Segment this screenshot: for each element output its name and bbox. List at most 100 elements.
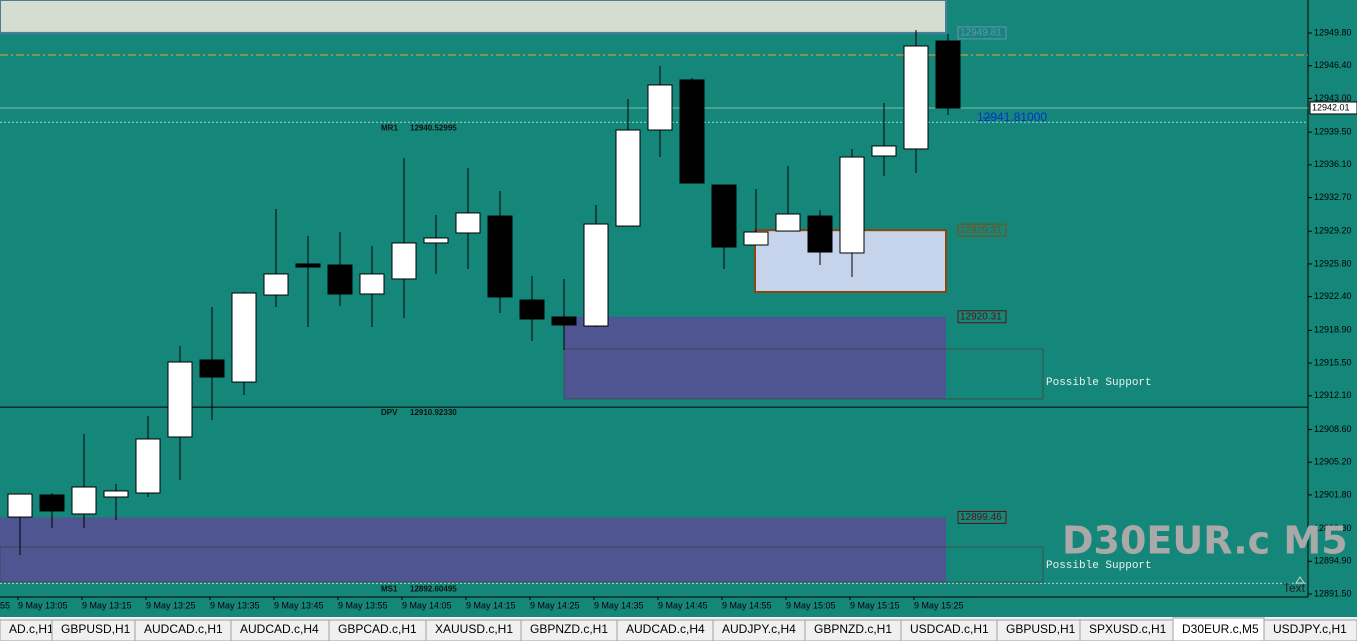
tab-label[interactable]: GBPUSD,H1	[61, 622, 131, 636]
support-box	[0, 546, 1044, 583]
candle-body	[391, 242, 417, 280]
zone-label: 12920.31	[960, 311, 1002, 322]
y-tick-label: 12925.80	[1314, 258, 1352, 268]
tab-label[interactable]: AUDCAD.c,H1	[144, 622, 223, 636]
pivot-name: MR1	[381, 123, 398, 132]
candle-body	[743, 231, 769, 246]
candle-body	[103, 490, 129, 498]
candle-body	[167, 361, 193, 438]
background	[0, 0, 1357, 617]
candle-body	[39, 494, 65, 512]
bid-label-box	[1309, 101, 1357, 115]
x-tick-label: 9 May 13:15	[82, 600, 132, 610]
y-tick-label: 12943.00	[1314, 93, 1352, 103]
tab-label[interactable]: GBPUSD,H1	[1006, 622, 1076, 636]
support-label: Possible Support	[1046, 560, 1152, 572]
x-tick-label: 9 May 13:35	[210, 600, 260, 610]
x-tick-label: 9 May 13:45	[274, 600, 324, 610]
zone-label-box	[957, 510, 1007, 524]
zone	[0, 517, 946, 582]
zone-label: 12929.31	[960, 225, 1002, 236]
candle-body	[71, 486, 97, 515]
candle-body	[359, 273, 385, 295]
x-tick-label: 9 May 15:05	[786, 600, 836, 610]
pivot-value: 12892.60495	[410, 584, 457, 593]
candle-body	[199, 359, 225, 378]
x-tick-label: 9 May 14:15	[466, 600, 516, 610]
y-tick-label: 12894.90	[1314, 556, 1352, 566]
candle-body	[711, 184, 737, 248]
zone-label-box	[957, 223, 1007, 237]
x-tick-label: 9 May 14:25	[530, 600, 580, 610]
x-tick-label: 9 May 15:25	[914, 600, 964, 610]
zone-label: 12949.81	[960, 28, 1002, 39]
candle-body	[871, 145, 897, 157]
y-tick-label: 12891.50	[1314, 588, 1352, 598]
object-anchor	[1295, 576, 1305, 584]
pivot-name: MS1	[381, 584, 398, 593]
y-tick-label: 12946.40	[1314, 60, 1352, 70]
x-tick-label: 9 May 14:45	[658, 600, 708, 610]
x-tick-label: 9 May 13:25	[146, 600, 196, 610]
candle-body	[551, 316, 577, 326]
candle-body	[231, 292, 257, 383]
candle-body	[519, 299, 545, 320]
candle-body	[903, 45, 929, 150]
candle-body	[583, 223, 609, 327]
y-tick-label: 12918.90	[1314, 325, 1352, 335]
candle-body	[263, 273, 289, 296]
y-tick-label: 12901.80	[1314, 489, 1352, 499]
candle-body	[839, 156, 865, 254]
candle-body	[679, 79, 705, 184]
tab-label[interactable]: USDCAD.c,H1	[910, 622, 989, 636]
candle-body	[807, 215, 833, 253]
y-tick-label: 12932.70	[1314, 192, 1352, 202]
tab-label[interactable]: AUDCAD.c,H4	[240, 622, 319, 636]
tab-label[interactable]: GBPNZD.c,H1	[814, 622, 892, 636]
y-tick-label: 12939.50	[1314, 126, 1352, 136]
x-tick-label: 9 May 14:55	[722, 600, 772, 610]
pivot-value: 12910.92330	[410, 408, 457, 417]
marker-label: 12941.81000	[977, 110, 1047, 124]
zone-label: 12899.46	[960, 512, 1002, 523]
tab-label[interactable]: XAUUSD.c,H1	[435, 622, 513, 636]
y-tick-label: 12949.80	[1314, 27, 1352, 37]
candle-body	[487, 215, 513, 298]
candle-body	[935, 40, 961, 109]
tab-label[interactable]: D30EUR.c,M5	[1182, 622, 1259, 636]
candle-body	[327, 264, 353, 295]
watermark: D30EUR.c M5	[1062, 519, 1348, 563]
y-tick-label: 12915.50	[1314, 357, 1352, 367]
x-tick-label: 9 May 13:55	[338, 600, 388, 610]
tab-label[interactable]: AUDCAD.c,H4	[626, 622, 705, 636]
candle-body	[7, 493, 33, 518]
x-tick-label: 9 May 14:05	[402, 600, 452, 610]
x-tick-label: 9 May 15:15	[850, 600, 900, 610]
tab-label[interactable]: USDJPY.c,H1	[1273, 622, 1347, 636]
y-tick-label: 12905.20	[1314, 457, 1352, 467]
tab-label[interactable]: GBPCAD.c,H1	[338, 622, 417, 636]
candle-body	[135, 438, 161, 494]
y-tick-label: 12908.60	[1314, 424, 1352, 434]
support-box	[563, 348, 1044, 400]
pivot-name: DPV	[381, 408, 398, 417]
zone-label-box	[957, 310, 1007, 324]
y-tick-label: 12922.40	[1314, 291, 1352, 301]
y-tick-label: 12898.30	[1314, 523, 1352, 533]
candle-body	[775, 213, 801, 232]
candle-body	[295, 263, 321, 268]
tab[interactable]	[1263, 619, 1357, 641]
candle-body	[647, 84, 673, 131]
tab-label[interactable]: AD.c,H1	[9, 622, 54, 636]
tab-label[interactable]: SPXUSD.c,H1	[1089, 622, 1167, 636]
zone-label-box	[957, 26, 1007, 40]
x-tick-label: 9 May 14:35	[594, 600, 644, 610]
tab-label[interactable]: GBPNZD.c,H1	[530, 622, 608, 636]
x-tick-label: 9 May 13:05	[18, 600, 68, 610]
y-tick-label: 12912.10	[1314, 390, 1352, 400]
y-tick-label: 12929.20	[1314, 226, 1352, 236]
tab-label[interactable]: AUDJPY.c,H4	[722, 622, 796, 636]
support-label: Possible Support	[1046, 377, 1152, 389]
